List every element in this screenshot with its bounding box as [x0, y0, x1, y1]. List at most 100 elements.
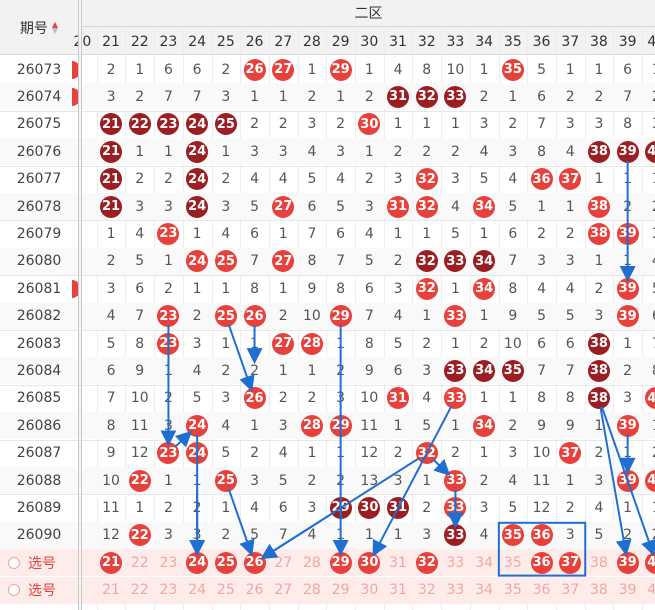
number-ball: 25 — [214, 469, 237, 492]
miss-count-cell: 3 — [135, 198, 145, 215]
miss-count-cell: 10 — [360, 390, 379, 407]
selected-ball[interactable]: 21 — [100, 551, 123, 574]
select-number-24[interactable]: 24 — [183, 549, 212, 576]
select-number-40[interactable]: 40 — [647, 582, 655, 599]
miss-count-cell: 3 — [336, 390, 346, 407]
select-number-29[interactable]: 29 — [326, 549, 355, 576]
select-number-38[interactable]: 38 — [590, 554, 608, 571]
number-ball: 22 — [128, 524, 151, 547]
select-number-31[interactable]: 31 — [389, 554, 407, 571]
miss-count-cell: 5 — [250, 198, 259, 215]
select-number-21[interactable]: 21 — [102, 582, 120, 599]
miss-count-cell: 1 — [642, 494, 655, 521]
select-number-34[interactable]: 34 — [475, 554, 494, 571]
select-number-40[interactable]: 40 — [642, 549, 655, 576]
select-number-39[interactable]: 39 — [613, 549, 642, 576]
select-number-36[interactable]: 36 — [532, 582, 551, 599]
number-ball: 40 — [645, 387, 655, 410]
selected-ball[interactable]: 37 — [559, 551, 582, 574]
miss-count-cell: 2 — [508, 116, 518, 133]
drawn-number-cell: 29 — [326, 56, 355, 83]
radio-icon[interactable] — [8, 556, 20, 569]
drawn-number-cell: 33 — [441, 357, 470, 384]
select-number-28[interactable]: 28 — [303, 554, 321, 571]
miss-count-cell: 4 — [479, 527, 489, 544]
number-ball: 29 — [329, 305, 352, 328]
miss-count-cell: 3 — [336, 143, 346, 160]
select-number-26[interactable]: 26 — [240, 549, 269, 576]
row-divider — [0, 330, 655, 331]
select-row-label[interactable]: 选号 — [0, 577, 78, 604]
select-number-37[interactable]: 37 — [561, 582, 580, 599]
miss-count-cell: 5 — [450, 225, 460, 242]
miss-count-cell: 1 — [422, 472, 432, 489]
select-number-35[interactable]: 35 — [503, 582, 522, 599]
select-number-36[interactable]: 36 — [527, 549, 556, 576]
select-number-24[interactable]: 24 — [188, 582, 207, 599]
select-number-27[interactable]: 27 — [274, 554, 293, 571]
selected-ball[interactable]: 25 — [214, 551, 237, 574]
drawn-number-cell: 34 — [470, 193, 499, 220]
select-number-29[interactable]: 29 — [331, 582, 350, 599]
drawn-number-cell: 38 — [585, 385, 614, 412]
miss-count-cell: 1 — [163, 253, 173, 270]
miss-count-cell: 1 — [450, 417, 460, 434]
selected-ball[interactable]: 29 — [329, 551, 352, 574]
miss-count-cell: 3 — [508, 143, 518, 160]
select-number-21[interactable]: 21 — [97, 549, 126, 576]
number-ball: 33 — [444, 524, 467, 547]
select-row-label[interactable]: 选号 — [0, 549, 78, 576]
number-ball: 39 — [616, 414, 639, 437]
select-number-39[interactable]: 39 — [618, 582, 637, 599]
miss-count-cell: 3 — [106, 280, 116, 297]
miss-count-cell: 1 — [250, 88, 259, 105]
select-number-23[interactable]: 23 — [159, 554, 178, 571]
period-cell: 26079 — [16, 225, 62, 242]
period-column-header[interactable]: 期号 ▲ ▼ — [0, 0, 78, 55]
selected-ball[interactable]: 39 — [616, 551, 639, 574]
select-number-38[interactable]: 38 — [590, 582, 608, 599]
select-number-30[interactable]: 30 — [360, 582, 379, 599]
miss-count-cell: 6 — [307, 198, 317, 215]
select-number-37[interactable]: 37 — [556, 549, 585, 576]
select-number-22[interactable]: 22 — [130, 582, 149, 599]
select-number-32[interactable]: 32 — [412, 549, 441, 576]
radio-icon[interactable] — [8, 584, 20, 597]
miss-count-cell: 3 — [537, 253, 546, 270]
selected-ball[interactable]: 24 — [186, 551, 209, 574]
select-number-33[interactable]: 33 — [446, 554, 465, 571]
miss-count-cell: 2 — [364, 88, 374, 105]
select-number-34[interactable]: 34 — [475, 582, 494, 599]
miss-count-cell: 4 — [508, 472, 518, 489]
select-number-23[interactable]: 23 — [159, 582, 178, 599]
selected-ball[interactable]: 26 — [243, 551, 266, 574]
select-number-30[interactable]: 30 — [355, 549, 384, 576]
miss-count-cell: 3 — [307, 499, 317, 516]
drawn-number-cell: 32 — [412, 275, 441, 302]
zone-title: 二区 — [82, 0, 655, 27]
drawn-number-cell: 24 — [183, 138, 212, 165]
number-ball: 25 — [214, 250, 237, 273]
select-number-28[interactable]: 28 — [303, 582, 321, 599]
select-number-27[interactable]: 27 — [274, 582, 293, 599]
select-number-26[interactable]: 26 — [245, 582, 264, 599]
drawn-number-cell: 25 — [212, 248, 241, 275]
select-number-22[interactable]: 22 — [130, 554, 149, 571]
selected-ball[interactable]: 32 — [415, 551, 438, 574]
select-number-31[interactable]: 31 — [389, 582, 407, 599]
sort-icon[interactable]: ▲ ▼ — [51, 19, 59, 35]
selected-ball[interactable]: 30 — [358, 551, 381, 574]
miss-count-cell: 1 — [623, 335, 633, 352]
miss-count-cell: 5 — [336, 198, 346, 215]
miss-count-cell: 2 — [163, 499, 173, 516]
select-number-35[interactable]: 35 — [503, 554, 522, 571]
selected-ball[interactable]: 40 — [645, 551, 655, 574]
select-number-25[interactable]: 25 — [216, 582, 235, 599]
select-number-33[interactable]: 33 — [446, 582, 465, 599]
selected-ball[interactable]: 36 — [530, 551, 553, 574]
column-splitter[interactable] — [78, 0, 82, 610]
period-cell: 26075 — [16, 116, 62, 133]
drawn-number-cell: 23 — [154, 111, 183, 138]
select-number-25[interactable]: 25 — [212, 549, 241, 576]
select-number-32[interactable]: 32 — [417, 582, 436, 599]
